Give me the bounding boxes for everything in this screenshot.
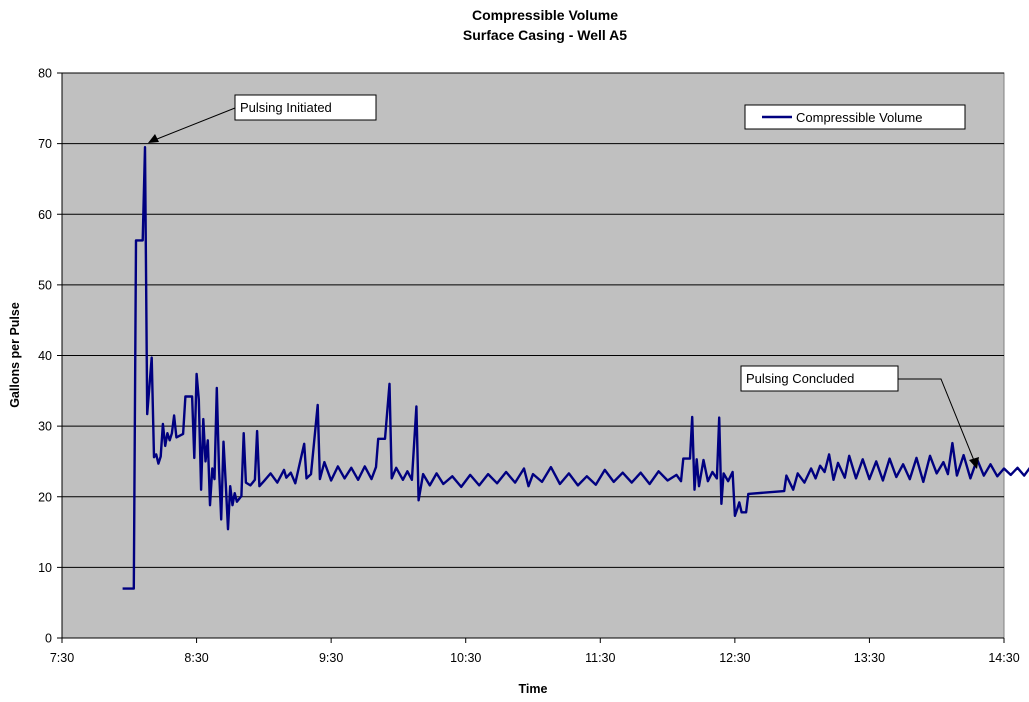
y-tick-label: 80: [38, 67, 52, 81]
x-tick-label: 10:30: [450, 651, 481, 665]
y-tick-label: 70: [38, 137, 52, 151]
gridlines: [62, 72, 1004, 568]
annotation-arrow: [151, 107, 236, 142]
annotation-pulsing-initiated: Pulsing Initiated: [148, 94, 377, 143]
x-axis-ticks: 7:30 8:30 9:30 10:30 11:30 12:30 13:30 14:30: [50, 638, 1020, 665]
annotation-box: [234, 94, 377, 121]
x-tick-label: 14:30: [988, 651, 1019, 665]
y-tick-label: 30: [38, 420, 52, 434]
y-tick-label: 40: [38, 349, 52, 363]
y-tick-label: 60: [38, 208, 52, 222]
y-tick-label: 50: [38, 278, 52, 292]
x-tick-label: 9:30: [319, 651, 343, 665]
annotation-text: Pulsing Initiated: [240, 100, 332, 115]
y-tick-label: 10: [38, 561, 52, 575]
x-axis-title: Time: [519, 682, 548, 696]
x-tick-label: 11:30: [585, 651, 615, 665]
annotation-text: Pulsing Concluded: [746, 371, 854, 386]
annotation-arrow: [898, 378, 976, 464]
y-tick-label: 20: [38, 490, 52, 504]
x-tick-label: 13:30: [854, 651, 885, 665]
chart-subtitle: Surface Casing - Well A5: [463, 27, 627, 43]
series-compressible-volume: [122, 145, 1029, 590]
series-line: [122, 145, 1029, 590]
annotation-arrowhead: [969, 457, 979, 469]
annotation-box: [740, 365, 899, 392]
x-tick-label: 12:30: [719, 651, 750, 665]
annotation-arrowhead: [148, 134, 159, 143]
x-tick-label: 7:30: [50, 651, 74, 665]
chart-title: Compressible Volume: [472, 7, 618, 23]
y-axis-title: Gallons per Pulse: [8, 302, 22, 408]
y-axis-ticks: 0 10 20 30 40 50 60 70 80: [38, 67, 62, 646]
y-tick-label: 0: [45, 632, 52, 646]
legend: Compressible Volume: [744, 104, 966, 130]
x-tick-label: 8:30: [184, 651, 208, 665]
annotation-pulsing-concluded: Pulsing Concluded: [740, 365, 979, 469]
legend-label: Compressible Volume: [796, 110, 922, 125]
